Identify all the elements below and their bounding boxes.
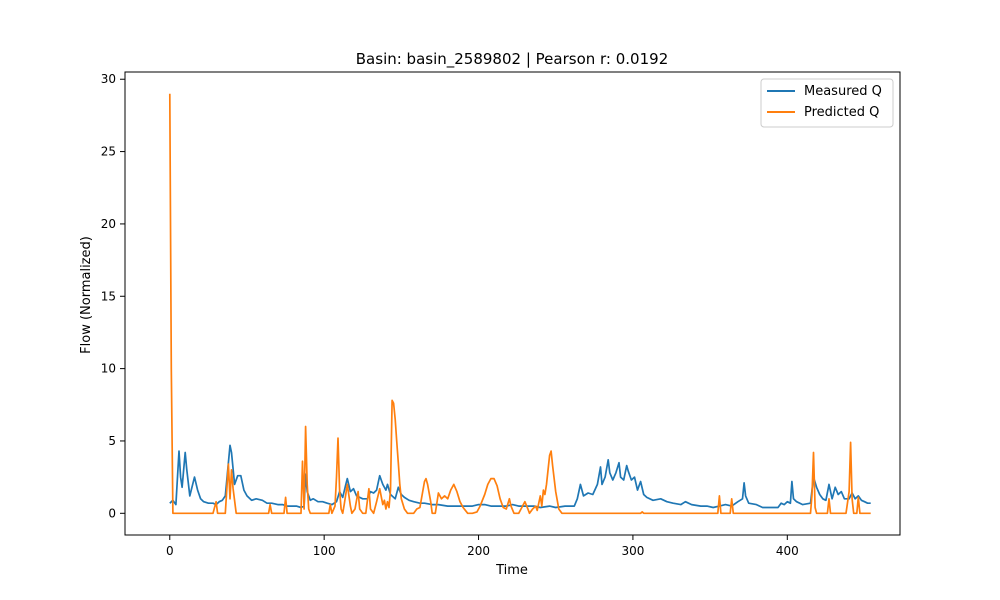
series-line-predicted-q bbox=[168, 93, 871, 515]
series-line-measured-q bbox=[169, 444, 871, 509]
x-tick-label: 400 bbox=[776, 544, 799, 558]
y-axis-label: Flow (Normalized) bbox=[79, 236, 94, 354]
legend-label: Measured Q bbox=[804, 84, 882, 99]
x-tick-label: 0 bbox=[166, 544, 174, 558]
y-tick-label: 30 bbox=[101, 72, 116, 86]
x-axis-label: Time bbox=[495, 563, 528, 578]
chart-title: Basin: basin_2589802 | Pearson r: 0.0192 bbox=[356, 50, 668, 69]
x-tick-label: 100 bbox=[313, 544, 336, 558]
x-tick-label: 200 bbox=[467, 544, 490, 558]
x-tick-label: 300 bbox=[621, 544, 644, 558]
y-tick-label: 5 bbox=[108, 434, 116, 448]
y-tick-label: 10 bbox=[101, 362, 116, 376]
plot-frame bbox=[124, 71, 901, 536]
y-tick-label: 20 bbox=[101, 217, 116, 231]
legend-label: Predicted Q bbox=[804, 105, 879, 120]
y-axis-ticks: 0 5 10 15 20 25 30 bbox=[101, 72, 125, 520]
series-lines bbox=[168, 93, 871, 515]
y-tick-label: 15 bbox=[101, 289, 116, 303]
y-tick-label: 0 bbox=[108, 506, 116, 520]
x-axis-ticks: 0 100 200 300 400 bbox=[166, 535, 799, 558]
y-tick-label: 25 bbox=[101, 145, 116, 159]
legend: Measured Q Predicted Q bbox=[760, 78, 894, 128]
